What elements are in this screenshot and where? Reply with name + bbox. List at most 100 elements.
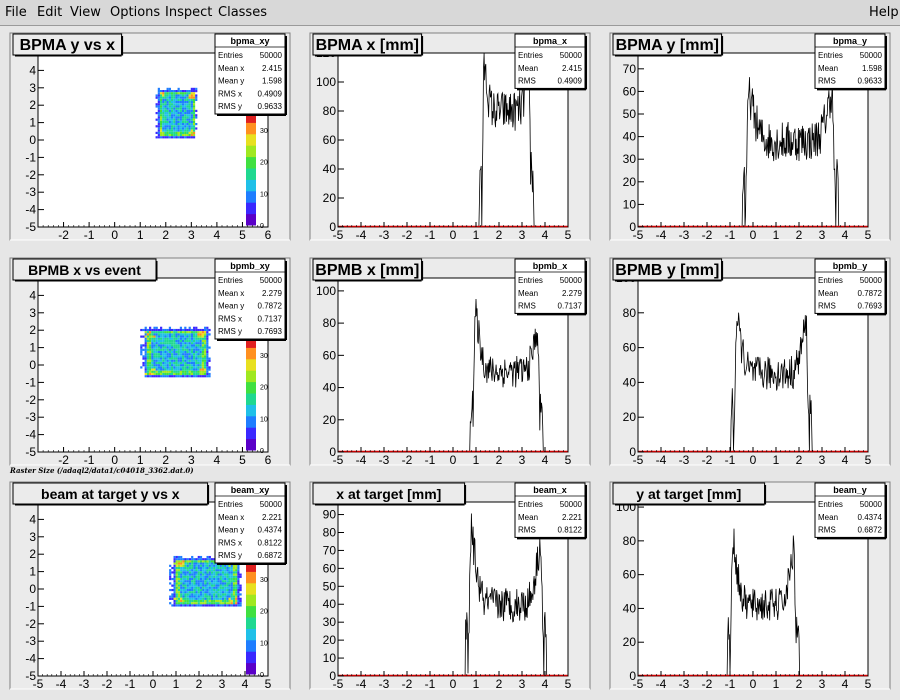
- heatmap-cell: [193, 560, 196, 563]
- heatmap-cell: [146, 355, 150, 358]
- heatmap-cell: [190, 344, 194, 347]
- heatmap-cell: [173, 107, 176, 110]
- heatmap-cell: [197, 582, 200, 585]
- heatmap-cell: [188, 331, 191, 334]
- heatmap-cell: [175, 127, 178, 130]
- heatmap-cell: [179, 118, 182, 121]
- heatmap-cell: [164, 372, 167, 376]
- heatmap-cell: [190, 350, 194, 354]
- heatmap-cell: [181, 136, 185, 139]
- heatmap-cell: [188, 131, 191, 134]
- heatmap-cell: [175, 586, 178, 589]
- heatmap-cell: [179, 342, 183, 345]
- heatmap-cell: [186, 558, 189, 561]
- stats-label: Entries: [818, 500, 843, 509]
- heatmap-cell: [188, 333, 191, 336]
- heatmap-cell: [186, 118, 189, 121]
- heatmap-cell: [206, 344, 209, 347]
- heatmap-cell: [168, 109, 171, 112]
- menu-help[interactable]: Help: [869, 5, 899, 20]
- heatmap-cell: [195, 577, 198, 581]
- heatmap-cell: [217, 586, 220, 589]
- heatmap-cell: [197, 368, 200, 371]
- heatmap-cell: [193, 573, 196, 576]
- heatmap-cell: [195, 123, 198, 126]
- heatmap-cell: [157, 353, 161, 356]
- heatmap-cell: [146, 344, 150, 347]
- heatmap-cell: [144, 328, 147, 332]
- heatmap-cell: [239, 602, 242, 605]
- heatmap-cell: [164, 120, 167, 123]
- heatmap-cell: [184, 573, 187, 576]
- heatmap-cell: [193, 355, 196, 358]
- heatmap-cell: [179, 109, 182, 112]
- color-scale-segment: [246, 639, 256, 652]
- heatmap-cell: [170, 127, 174, 130]
- heatmap-cell: [149, 328, 152, 332]
- heatmap-cell: [177, 364, 180, 367]
- menu-classes[interactable]: Classes: [218, 5, 267, 20]
- heatmap-cell: [193, 346, 196, 349]
- heatmap-cell: [208, 591, 211, 594]
- x-tick-label: 3: [819, 453, 826, 467]
- heatmap-cell: [162, 98, 165, 101]
- x-tick-label: 1: [173, 677, 180, 691]
- menu-inspect[interactable]: Inspect: [165, 5, 213, 20]
- heatmap-cell: [190, 90, 193, 93]
- heatmap-cell: [168, 125, 171, 128]
- heatmap-cell: [157, 112, 160, 115]
- heatmap-cell: [162, 350, 165, 354]
- heatmap-cell: [188, 109, 191, 112]
- heatmap-cell: [168, 123, 171, 126]
- heatmap-cell: [199, 359, 202, 362]
- heatmap-cell: [202, 564, 205, 567]
- heatmap-cell: [188, 103, 191, 106]
- heatmap-cell: [171, 597, 174, 600]
- heatmap-cell: [190, 368, 194, 371]
- heatmap-cell: [179, 361, 183, 365]
- heatmap-cell: [146, 339, 150, 343]
- heatmap-cell: [197, 597, 200, 600]
- heatmap-cell: [191, 588, 194, 592]
- menu-options[interactable]: Options: [110, 5, 161, 20]
- heatmap-cell: [157, 118, 160, 121]
- stats-value: 0.8122: [258, 538, 283, 547]
- heatmap-cell: [197, 359, 200, 362]
- heatmap-cell: [206, 580, 209, 583]
- y-tick-label: -2: [25, 617, 36, 631]
- heatmap-cell: [188, 593, 192, 596]
- stats-label: RMS: [818, 302, 836, 311]
- heatmap-cell: [177, 114, 180, 117]
- color-scale-segment: [246, 213, 256, 226]
- heatmap-cell: [149, 357, 152, 360]
- heatmap-cell: [206, 602, 209, 605]
- heatmap-cell: [177, 571, 181, 574]
- x-tick-label: -3: [379, 228, 390, 242]
- heatmap-cell: [221, 577, 225, 581]
- heatmap-cell: [164, 123, 167, 126]
- stats-label: Mean: [818, 64, 838, 73]
- menu-edit[interactable]: Edit: [37, 5, 63, 20]
- x-tick-label: -1: [425, 677, 436, 691]
- menu-view[interactable]: View: [70, 5, 101, 20]
- heatmap-cell: [171, 364, 174, 367]
- heatmap-cell: [184, 599, 187, 603]
- heatmap-cell: [197, 370, 200, 373]
- menu-file[interactable]: File: [5, 5, 27, 20]
- x-tick-label: 0: [111, 228, 118, 242]
- heatmap-cell: [173, 591, 176, 594]
- heatmap-cell: [162, 116, 165, 119]
- heatmap-cell: [208, 560, 211, 563]
- heatmap-cell: [219, 588, 222, 592]
- heatmap-cell: [142, 328, 145, 332]
- heatmap-cell: [180, 562, 183, 565]
- heatmap-cell: [182, 331, 185, 334]
- heatmap-cell: [208, 580, 211, 583]
- heatmap-cell: [184, 588, 187, 592]
- heatmap-cell: [171, 331, 174, 334]
- heatmap-cell: [204, 599, 207, 603]
- heatmap-cell: [157, 335, 161, 338]
- heatmap-cell: [155, 344, 158, 347]
